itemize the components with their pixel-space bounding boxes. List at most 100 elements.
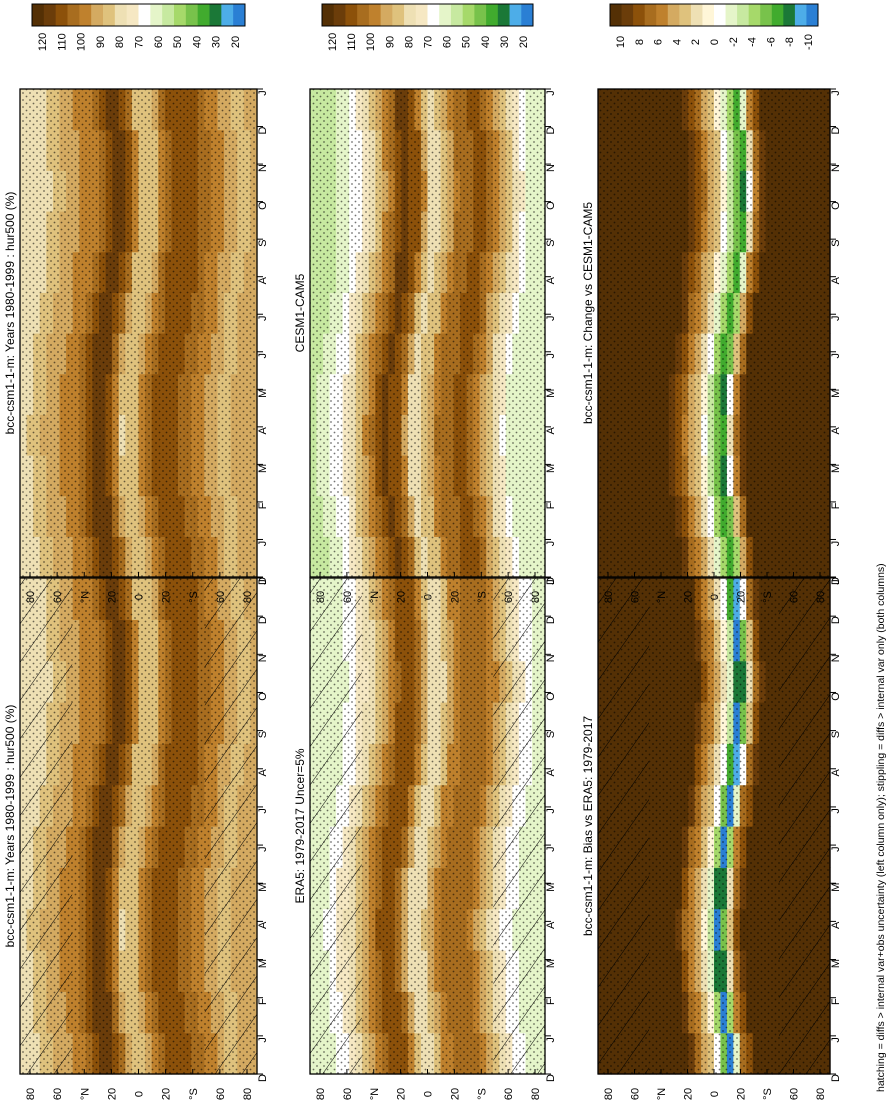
panel-1: DJFMAMJJASONDJ80 60 °N 20 0 20 °S 60 80bcc-csm1-… [3, 89, 269, 603]
colorbar-tick-label: 120 [37, 33, 49, 51]
colorbar-tick-label: 60 [442, 36, 454, 48]
month-tick-label: D [257, 1074, 269, 1082]
colorbar-swatch [806, 4, 818, 26]
month-tick-label: J [257, 90, 269, 96]
colorbar-swatch [198, 4, 210, 26]
lat-tick-label: 0 [709, 1091, 721, 1097]
month-tick-label: M [830, 883, 842, 892]
month-tick-label: A [545, 427, 557, 435]
lat-tick-label: °S [188, 591, 200, 603]
colorbar-tick-label: -2 [728, 37, 740, 47]
month-tick-label: S [545, 239, 557, 246]
colorbar-tick-label: 110 [346, 33, 358, 51]
colorbar-tick-label: 30 [499, 36, 511, 48]
month-tick-label: S [257, 239, 269, 246]
colorbar-swatch [451, 4, 463, 26]
month-tick-label: F [830, 502, 842, 509]
lat-tick-label: 60 [789, 1088, 801, 1100]
month-tick-label: D [257, 616, 269, 624]
colorbar-tick-label: -8 [784, 37, 796, 47]
month-tick-label: D [830, 616, 842, 624]
month-tick-label: S [830, 239, 842, 246]
colorbar-swatch [322, 4, 334, 26]
month-tick-label: A [545, 276, 557, 284]
hatching-overlay [205, 578, 257, 1074]
month-tick-label: J [257, 808, 269, 814]
colorbar-swatch [357, 4, 369, 26]
month-tick-label: M [545, 389, 557, 398]
month-tick-label: M [545, 464, 557, 473]
month-tick-label: S [830, 731, 842, 738]
month-tick-label: F [545, 502, 557, 509]
colorbar-swatch [79, 4, 91, 26]
lat-tick-label: 80 [242, 1088, 254, 1100]
lat-tick-label: 20 [161, 1088, 173, 1100]
colorbar-tick-label: 30 [211, 36, 223, 48]
colorbar-swatch [103, 4, 115, 26]
month-tick-label: J [545, 808, 557, 814]
colorbar-tick-label: 4 [671, 39, 683, 45]
month-tick-label: S [257, 731, 269, 738]
colorbar-tick-label: -6 [765, 37, 777, 47]
lat-tick-label: 80 [315, 1088, 327, 1100]
month-tick-label: J [257, 541, 269, 547]
lat-tick-label: 20 [683, 1088, 695, 1100]
month-tick-label: J [257, 1037, 269, 1043]
lat-tick-label: 60 [52, 591, 64, 603]
month-tick-label: J [257, 315, 269, 321]
colorbar-tick-label: 70 [423, 36, 435, 48]
colorbar-swatch [463, 4, 475, 26]
month-tick-label: M [545, 959, 557, 968]
stippling-overlay [20, 89, 257, 577]
colorbar-swatch [795, 4, 807, 26]
panel-title: CESM1-CAM5 [293, 273, 307, 352]
colorbar-swatch [668, 4, 680, 26]
lat-tick-label: 60 [215, 591, 227, 603]
lat-tick-label: °N [369, 591, 381, 603]
month-tick-label: F [830, 998, 842, 1005]
lat-tick-label: 0 [134, 594, 146, 600]
hatching-overlay [598, 578, 649, 1074]
lat-tick-label: 0 [423, 594, 435, 600]
colorbar-swatch [150, 4, 162, 26]
hatching-overlay [20, 578, 72, 1074]
lat-tick-label: °S [762, 1088, 774, 1100]
lat-tick-label: 80 [603, 591, 615, 603]
lat-tick-label: 60 [503, 591, 515, 603]
lat-tick-label: °N [656, 1088, 668, 1100]
footer-note: hatching = diffs > internal var+obs unce… [875, 563, 887, 1092]
lat-tick-label: °S [476, 591, 488, 603]
lat-tick-label: °S [476, 1088, 488, 1100]
colorbar-tick-label: 120 [327, 33, 339, 51]
colorbar-swatch [439, 4, 451, 26]
month-tick-label: N [545, 654, 557, 662]
colorbar-tick-label: 80 [403, 36, 415, 48]
colorbar-swatch [68, 4, 80, 26]
month-tick-label: J [545, 353, 557, 359]
lat-tick-label: 60 [630, 591, 642, 603]
colorbar-swatch [139, 4, 151, 26]
month-tick-label: D [545, 577, 557, 585]
colorbar-swatch [679, 4, 691, 26]
month-tick-label: D [545, 1074, 557, 1082]
colorbar-tick-label: 60 [153, 36, 165, 48]
colorbar-1: 120 110 100 90 80 70 60 50 40 30 20 [322, 4, 533, 51]
month-tick-label: D [545, 127, 557, 135]
month-tick-label: O [257, 201, 269, 210]
month-tick-label: A [830, 427, 842, 435]
lat-tick-label: 80 [25, 1088, 37, 1100]
lat-tick-label: 0 [423, 1091, 435, 1097]
colorbar-swatch [334, 4, 346, 26]
lat-tick-label: 20 [396, 591, 408, 603]
panel-title: bcc-csm1-1-m: Change vs CESM1-CAM5 [581, 202, 595, 424]
colorbar-tick-label: 90 [384, 36, 396, 48]
colorbar-swatch [174, 4, 186, 26]
colorbar-swatch [127, 4, 139, 26]
lat-tick-label: 20 [449, 591, 461, 603]
month-tick-label: J [830, 353, 842, 359]
colorbar-swatch [115, 4, 127, 26]
lat-tick-label: 80 [815, 1088, 827, 1100]
lat-tick-label: 80 [603, 1088, 615, 1100]
